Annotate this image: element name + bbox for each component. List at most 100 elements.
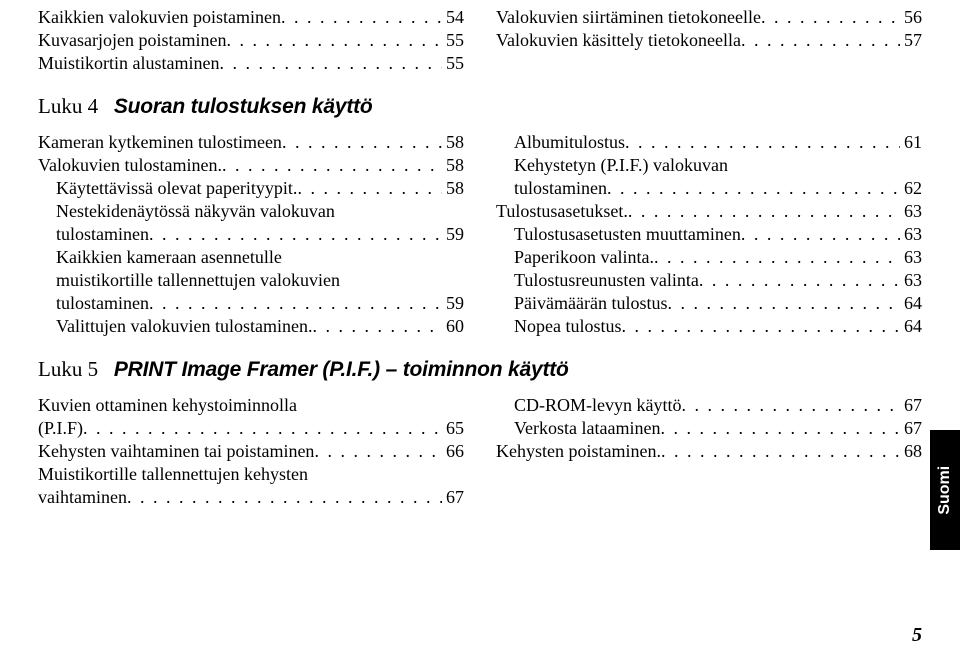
toc-entry-label: Kaikkien kameraan asennetulle — [56, 246, 464, 269]
toc-leader-dots — [699, 269, 900, 292]
toc-entry: Kehystetyn (P.I.F.) valokuvan — [496, 154, 922, 177]
toc-entry-page: 67 — [900, 394, 922, 417]
toc-leader-dots — [761, 6, 900, 29]
toc-leader-dots — [314, 440, 442, 463]
toc-entry: Päivämäärän tulostus 64 — [496, 292, 922, 315]
page: Kaikkien valokuvien poistaminen54Kuvasar… — [0, 0, 960, 509]
toc-leader-dots — [622, 315, 901, 338]
toc-entry-page: 68 — [900, 440, 922, 463]
toc-entry-label: vaihtaminen — [38, 486, 127, 509]
toc-entry-page: 63 — [900, 269, 922, 292]
toc-leader-dots — [667, 292, 900, 315]
toc-entry-label: Paperikoon valinta. — [514, 246, 654, 269]
toc-leader-dots — [220, 52, 443, 75]
toc-entry: Kaikkien valokuvien poistaminen54 — [38, 6, 464, 29]
toc-entry-label: Kehystetyn (P.I.F.) valokuvan — [514, 154, 922, 177]
toc-ch5-left: Kuvien ottaminen kehystoiminnolla(P.I.F)… — [38, 394, 464, 509]
toc-entry: Kehysten poistaminen. 68 — [496, 440, 922, 463]
toc-entry: CD-ROM-levyn käyttö 67 — [496, 394, 922, 417]
toc-leader-dots — [127, 486, 442, 509]
toc-entry: tulostaminen 59 — [38, 292, 464, 315]
toc-leader-dots — [681, 394, 900, 417]
toc-entry: Kaikkien kameraan asennetulle — [38, 246, 464, 269]
toc-entry-label: CD-ROM-levyn käyttö — [514, 394, 681, 417]
toc-entry-page: 60 — [442, 315, 464, 338]
toc-entry-page: 55 — [442, 29, 464, 52]
toc-leader-dots — [741, 223, 900, 246]
toc-entry-label: Valokuvien käsittely tietokoneella — [496, 29, 741, 52]
toc-entry: Kameran kytkeminen tulostimeen58 — [38, 131, 464, 154]
toc-entry: Käytettävissä olevat paperityypit.58 — [38, 177, 464, 200]
toc-entry-label: Tulostusasetusten muuttaminen — [514, 223, 741, 246]
toc-entry: tulostaminen59 — [38, 223, 464, 246]
toc-entry: Muistikortille tallennettujen kehysten — [38, 463, 464, 486]
toc-leader-dots — [149, 223, 442, 246]
toc-entry: Kehysten vaihtaminen tai poistaminen66 — [38, 440, 464, 463]
toc-entry: Nopea tulostus 64 — [496, 315, 922, 338]
chapter-5-heading: Luku 5 PRINT Image Framer (P.I.F.) – toi… — [38, 356, 922, 384]
toc-entry-page: 58 — [442, 154, 464, 177]
toc-entry-label: tulostaminen — [514, 177, 607, 200]
toc-leader-dots — [297, 177, 442, 200]
toc-entry-page: 63 — [900, 223, 922, 246]
toc-entry: Tulostusasetusten muuttaminen 63 — [496, 223, 922, 246]
toc-entry-page: 58 — [442, 177, 464, 200]
toc-entry-label: muistikortille tallennettujen valokuvien — [56, 269, 464, 292]
toc-entry: Kuvasarjojen poistaminen 55 — [38, 29, 464, 52]
toc-entry-page: 54 — [442, 6, 464, 29]
toc-entry-page: 63 — [900, 246, 922, 269]
toc-entry-page: 59 — [442, 292, 464, 315]
toc-leader-dots — [741, 29, 900, 52]
toc-entry: Valokuvien siirtäminen tietokoneelle 56 — [496, 6, 922, 29]
toc-entry: Valokuvien käsittely tietokoneella 57 — [496, 29, 922, 52]
toc-ch4-right: Albumitulostus 61Kehystetyn (P.I.F.) valo… — [496, 131, 922, 338]
toc-leader-dots — [607, 177, 900, 200]
toc-entry: Muistikortin alustaminen55 — [38, 52, 464, 75]
toc-entry-page: 65 — [442, 417, 464, 440]
toc-entry-page: 67 — [900, 417, 922, 440]
language-tab-label: Suomi — [935, 466, 955, 515]
toc-entry-page: 58 — [442, 131, 464, 154]
toc-entry: Valittujen valokuvien tulostaminen.60 — [38, 315, 464, 338]
toc-leader-dots — [625, 131, 900, 154]
toc-entry-page: 66 — [442, 440, 464, 463]
toc-top-left: Kaikkien valokuvien poistaminen54Kuvasar… — [38, 6, 464, 75]
toc-entry-label: Muistikortin alustaminen — [38, 52, 220, 75]
toc-leader-dots — [282, 131, 442, 154]
toc-entry: vaihtaminen 67 — [38, 486, 464, 509]
toc-leader-dots — [281, 6, 442, 29]
toc-entry-page: 61 — [900, 131, 922, 154]
toc-entry-label: tulostaminen — [56, 223, 149, 246]
toc-top-right: Valokuvien siirtäminen tietokoneelle56Va… — [496, 6, 922, 75]
toc-entry-label: tulostaminen — [56, 292, 149, 315]
toc-entry-page: 62 — [900, 177, 922, 200]
toc-entry-label: Valokuvien siirtäminen tietokoneelle — [496, 6, 761, 29]
toc-entry-label: Nestekidenäytössä näkyvän valokuvan — [56, 200, 464, 223]
toc-entry-label: Muistikortille tallennettujen kehysten — [38, 463, 464, 486]
toc-entry-label: Valokuvien tulostaminen. — [38, 154, 222, 177]
toc-entry: (P.I.F) 65 — [38, 417, 464, 440]
toc-entry-page: 57 — [900, 29, 922, 52]
toc-entry: Tulostusasetukset.63 — [496, 200, 922, 223]
toc-leader-dots — [660, 417, 900, 440]
toc-leader-dots — [83, 417, 442, 440]
toc-leader-dots — [628, 200, 900, 223]
toc-entry-label: Kehysten poistaminen. — [496, 440, 661, 463]
toc-ch4-left: Kameran kytkeminen tulostimeen58Valokuvi… — [38, 131, 464, 338]
toc-entry-page: 67 — [442, 486, 464, 509]
chapter-4-title: Suoran tulostuksen käyttö — [114, 95, 373, 118]
toc-entry-label: (P.I.F) — [38, 417, 83, 440]
toc-entry: Paperikoon valinta. 63 — [496, 246, 922, 269]
toc-entry-label: Nopea tulostus — [514, 315, 622, 338]
toc-entry-page: 64 — [900, 292, 922, 315]
toc-entry-page: 64 — [900, 315, 922, 338]
page-number: 5 — [912, 623, 922, 649]
toc-entry-label: Kuvasarjojen poistaminen — [38, 29, 226, 52]
chapter-4-label: Luku 4 — [38, 94, 98, 118]
toc-leader-dots — [654, 246, 900, 269]
toc-entry-page: 63 — [900, 200, 922, 223]
toc-entry-label: Albumitulostus — [514, 131, 625, 154]
toc-leader-dots — [222, 154, 442, 177]
toc-entry-label: Päivämäärän tulostus — [514, 292, 667, 315]
toc-entry-page: 56 — [900, 6, 922, 29]
